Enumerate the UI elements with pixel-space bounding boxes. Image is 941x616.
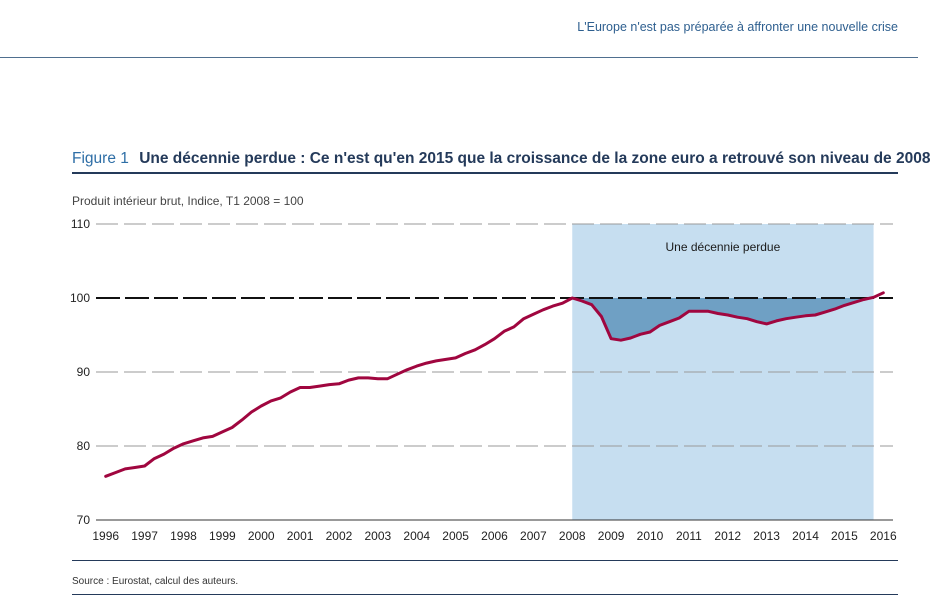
- x-tick-label-2011: 2011: [676, 529, 702, 543]
- output-gap-area: [572, 298, 874, 341]
- x-tick-label-2009: 2009: [598, 529, 625, 543]
- figure-label: Figure 1: [72, 150, 129, 167]
- y-tick-label-100: 100: [70, 291, 90, 305]
- source-divider-top: [72, 560, 898, 561]
- x-tick-label-2013: 2013: [753, 529, 780, 543]
- x-tick-label-1996: 1996: [92, 529, 119, 543]
- y-tick-label-80: 80: [77, 439, 91, 453]
- x-tick-label-2016: 2016: [870, 529, 897, 543]
- x-tick-label-2008: 2008: [559, 529, 586, 543]
- y-tick-label-110: 110: [71, 217, 90, 231]
- figure-title-text: Une décennie perdue : Ce n'est qu'en 201…: [139, 150, 931, 167]
- x-tick-label-2007: 2007: [520, 529, 547, 543]
- x-tick-label-2000: 2000: [248, 529, 275, 543]
- x-tick-label-2004: 2004: [403, 529, 430, 543]
- lost-decade-label: Une décennie perdue: [666, 240, 781, 254]
- gdp-series-line: [104, 291, 885, 478]
- x-tick-label-2010: 2010: [637, 529, 664, 543]
- running-head: L'Europe n'est pas préparée à affronter …: [577, 20, 898, 34]
- x-tick-label-2012: 2012: [714, 529, 741, 543]
- x-tick-label-1998: 1998: [170, 529, 197, 543]
- chart-subtitle: Produit intérieur brut, Indice, T1 2008 …: [72, 194, 304, 208]
- x-tick-label-1999: 1999: [209, 529, 236, 543]
- x-tick-label-2005: 2005: [442, 529, 469, 543]
- figure-title: Figure 1 Une décennie perdue : Ce n'est …: [72, 150, 930, 168]
- x-tick-label-2002: 2002: [326, 529, 353, 543]
- figure-source: Source : Eurostat, calcul des auteurs.: [72, 576, 239, 587]
- x-tick-label-2015: 2015: [831, 529, 858, 543]
- title-divider: [72, 172, 898, 174]
- x-tick-label-2001: 2001: [287, 529, 314, 543]
- source-divider-bottom: [72, 594, 898, 595]
- x-tick-label-2003: 2003: [365, 529, 392, 543]
- x-tick-label-2014: 2014: [792, 529, 819, 543]
- header-divider: [0, 57, 918, 58]
- x-tick-label-1997: 1997: [131, 529, 158, 543]
- x-tick-label-2006: 2006: [481, 529, 508, 543]
- y-tick-label-90: 90: [77, 365, 91, 379]
- y-tick-label-70: 70: [77, 513, 91, 527]
